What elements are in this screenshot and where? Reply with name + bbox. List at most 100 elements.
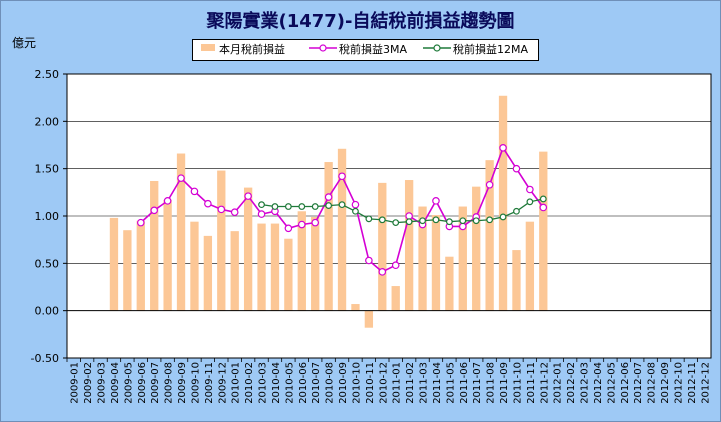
- x-tick-label: 2010-10: [351, 362, 362, 404]
- ma3-point: [432, 197, 440, 205]
- ma12-point: [513, 207, 520, 215]
- x-tick-label: 2011-03: [419, 362, 430, 404]
- ma3-point: [284, 224, 293, 233]
- ma12-point: [539, 195, 547, 203]
- ma12-point: [271, 203, 279, 210]
- ma3-point: [391, 261, 400, 270]
- legend-ma12-swatch: [423, 44, 451, 52]
- x-tick-label: 2011-09: [499, 362, 510, 404]
- ma3-point: [365, 256, 373, 265]
- x-tick-label: 2010-06: [298, 362, 309, 404]
- ma12-point: [472, 217, 480, 225]
- bar: [284, 238, 293, 311]
- x-tick-label: 2009-12: [217, 362, 228, 404]
- chart-title: 聚陽實業(1477)-自結稅前損益趨勢圖: [206, 11, 515, 32]
- ma12-point: [298, 203, 306, 210]
- bar: [203, 235, 213, 311]
- ma12-line: [261, 198, 544, 224]
- x-tick-label: 2012-12: [700, 362, 711, 404]
- x-tick-label: 2011-05: [445, 362, 456, 404]
- legend-item-ma12: 稅前損益12MA: [453, 43, 529, 56]
- bar: [123, 230, 132, 311]
- ma3-point: [351, 200, 360, 209]
- bar: [458, 206, 467, 311]
- x-tick-label: 2012-08: [647, 362, 658, 404]
- ma3-point: [150, 206, 159, 215]
- x-tick-label: 2012-06: [620, 362, 631, 404]
- ma12-point: [284, 203, 292, 210]
- bar: [136, 220, 145, 311]
- ma3-point: [136, 218, 145, 227]
- ma12-point: [338, 201, 346, 209]
- x-tick-label: 2010-05: [284, 362, 295, 404]
- ma12-point: [392, 219, 400, 227]
- ma3-point: [177, 174, 185, 182]
- x-tick-label: 2011-01: [392, 362, 403, 404]
- y-axis-unit: 億元: [12, 36, 37, 50]
- ma3-point: [230, 208, 239, 217]
- x-tick-label: 2011-06: [459, 362, 470, 404]
- x-tick-label: 2011-07: [472, 362, 483, 404]
- ma12-point: [258, 201, 265, 209]
- legend-item-ma3: 稅前損益3MA: [339, 43, 408, 56]
- x-tick-label: 2012-02: [566, 362, 577, 404]
- ma12-point: [432, 216, 440, 224]
- x-tick-label: 2012-11: [687, 362, 698, 404]
- ma3-point: [378, 268, 387, 276]
- bar: [539, 151, 548, 311]
- x-tick-label: 2010-11: [365, 362, 376, 404]
- bar: [311, 216, 320, 311]
- ma3-point: [204, 199, 212, 208]
- x-tick-label: 2010-09: [338, 362, 349, 404]
- y-tick-label: 1.50: [35, 163, 60, 176]
- ma12-point: [378, 216, 386, 224]
- ma12-point: [311, 203, 319, 210]
- x-tick-label: 2010-04: [271, 362, 282, 404]
- y-tick-label: 1.00: [35, 210, 60, 223]
- x-tick-label: 2011-08: [486, 362, 497, 404]
- bar: [109, 217, 119, 311]
- x-tick-label: 2010-12: [378, 362, 389, 404]
- x-tick-label: 2009-02: [83, 362, 94, 404]
- ma3-point: [458, 222, 467, 231]
- y-tick-label: 0.50: [35, 257, 60, 270]
- x-tick-label: 2009-08: [164, 362, 175, 404]
- ma3-point: [217, 205, 226, 214]
- bar: [445, 256, 454, 311]
- legend: 本月稅前損益 稅前損益3MA 稅前損益12MA: [192, 39, 539, 61]
- y-tick-label: 2.00: [35, 115, 60, 128]
- x-tick-label: 2009-05: [123, 362, 134, 404]
- ma3-point: [338, 172, 346, 181]
- x-tick-label: 2010-01: [231, 362, 242, 404]
- bar: [243, 187, 253, 311]
- legend-item-monthly: 本月稅前損益: [219, 43, 285, 56]
- bar: [364, 310, 374, 328]
- ma3-point: [297, 220, 306, 229]
- bar: [270, 223, 280, 311]
- bar: [485, 160, 494, 311]
- ma12-point: [365, 215, 373, 223]
- x-tick-label: 2009-01: [70, 362, 81, 404]
- ma3-point: [257, 210, 266, 218]
- x-tick-label: 2012-09: [660, 362, 671, 404]
- y-tick-label: 0.00: [35, 305, 60, 318]
- ma3-point: [311, 218, 320, 227]
- bar: [351, 304, 360, 311]
- bar: [378, 182, 387, 311]
- bar: [217, 170, 226, 311]
- x-tick-label: 2011-12: [539, 362, 550, 404]
- x-tick-label: 2011-04: [432, 362, 443, 404]
- x-tick-label: 2010-08: [325, 362, 336, 404]
- bar: [404, 180, 414, 311]
- x-tick-label: 2009-07: [150, 362, 161, 404]
- x-tick-label: 2012-07: [633, 362, 644, 404]
- bar: [230, 231, 239, 311]
- bar: [498, 95, 508, 311]
- ma12-point: [419, 217, 426, 225]
- ma12-point: [405, 218, 413, 226]
- ma3-point: [190, 187, 199, 196]
- bar: [176, 153, 186, 311]
- x-tick-label: 2009-04: [110, 362, 121, 404]
- x-tick-label: 2009-10: [190, 362, 201, 404]
